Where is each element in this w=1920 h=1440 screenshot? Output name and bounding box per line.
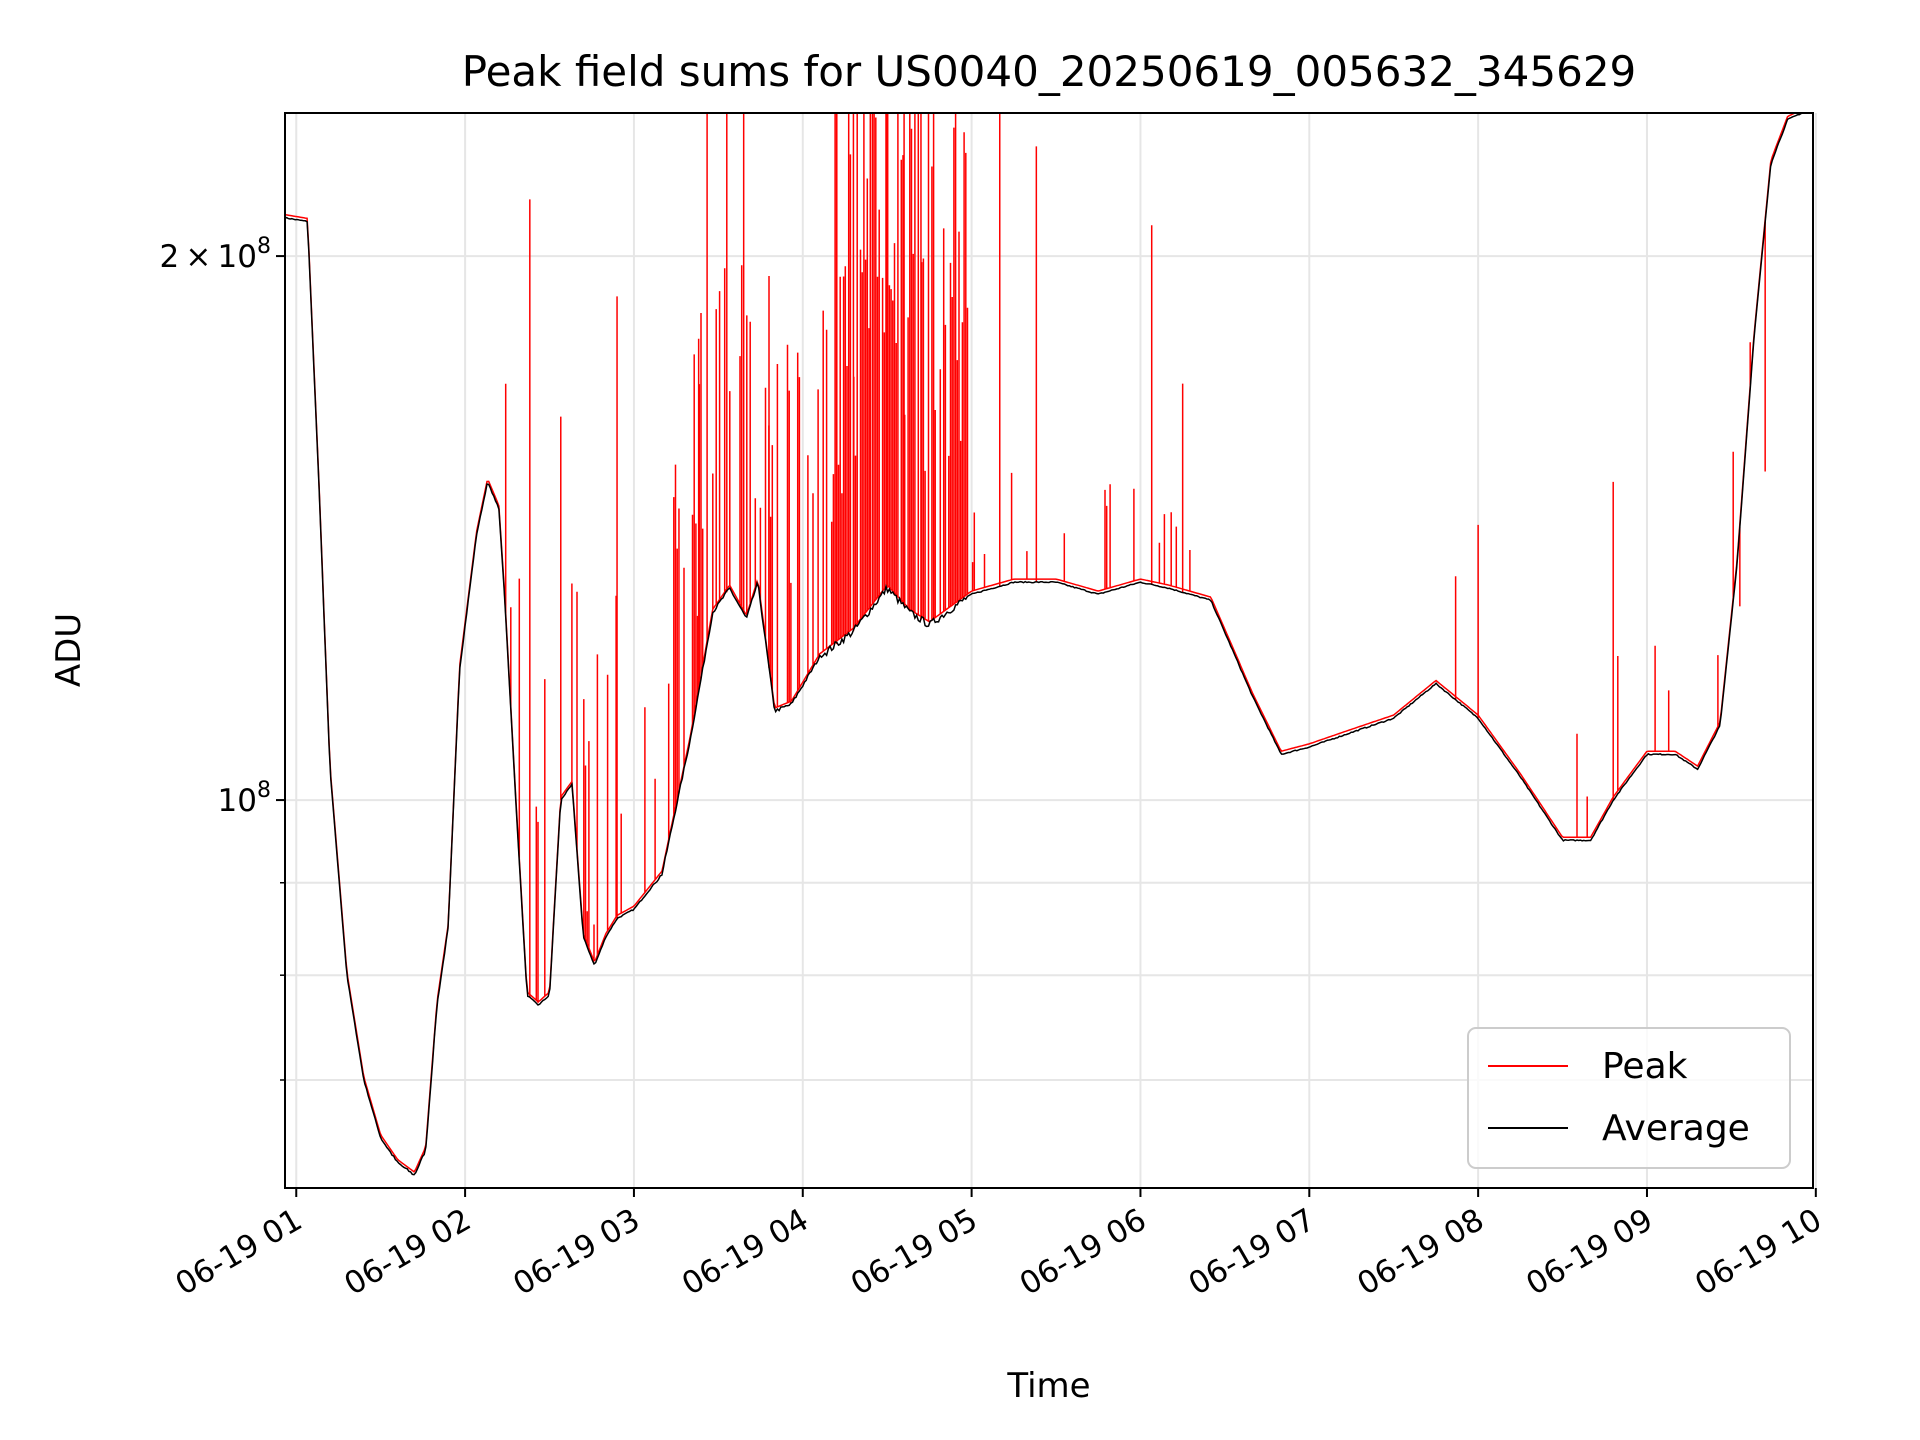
x-tick-label: 06-19 07 bbox=[1183, 1202, 1322, 1303]
legend-peak-label: Peak bbox=[1602, 1046, 1688, 1087]
x-axis-ticks: 06-19 01 06-19 02 06-19 03 06-19 04 06-19 05… bbox=[170, 1188, 1828, 1303]
x-tick-label: 06-19 02 bbox=[338, 1202, 477, 1303]
x-tick-label: 06-19 03 bbox=[507, 1202, 646, 1303]
y-axis-label: ADU bbox=[49, 613, 89, 687]
x-tick-label: 06-19 04 bbox=[676, 1202, 815, 1303]
y-tick-label: 108 bbox=[218, 778, 271, 819]
y-tick-label: 2 × 108 bbox=[159, 234, 271, 275]
series-peak bbox=[284, 112, 1813, 1173]
series-average bbox=[284, 112, 1813, 1176]
legend-average-label: Average bbox=[1602, 1108, 1750, 1149]
x-tick-label: 06-19 10 bbox=[1689, 1202, 1828, 1303]
x-tick-label: 06-19 06 bbox=[1014, 1202, 1153, 1303]
chart-title: Peak field sums for US0040_20250619_0056… bbox=[462, 47, 1637, 96]
peak-line bbox=[284, 112, 1813, 1173]
y-axis-ticks: 2 × 108 108 bbox=[159, 234, 285, 1081]
plot-frame bbox=[284, 112, 1814, 1189]
legend-box bbox=[1467, 1027, 1791, 1169]
legend: Peak Average bbox=[1467, 1027, 1791, 1169]
x-axis-label: Time bbox=[1006, 1366, 1090, 1406]
grid bbox=[285, 113, 1817, 1188]
x-tick-label: 06-19 05 bbox=[845, 1202, 984, 1303]
x-tick-label: 06-19 09 bbox=[1520, 1202, 1659, 1303]
x-tick-label: 06-19 01 bbox=[170, 1202, 309, 1303]
average-line bbox=[284, 112, 1813, 1176]
x-tick-label: 06-19 08 bbox=[1351, 1202, 1490, 1303]
